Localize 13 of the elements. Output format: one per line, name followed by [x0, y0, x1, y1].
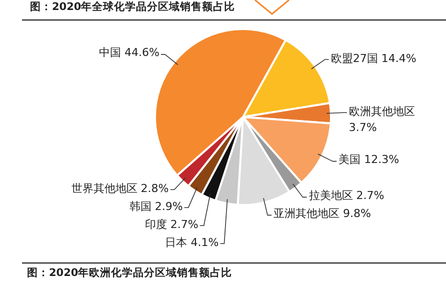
slice-label: 美国 12.3%: [338, 152, 400, 168]
slice-label: 世界其他地区 2.8%: [71, 180, 169, 197]
slice-label: 拉美地区 2.7%: [308, 188, 384, 204]
slice-label: 欧洲其他地区: [348, 104, 415, 118]
slice-label: 日本 4.1%: [165, 234, 219, 251]
slice-label: 韩国 2.9%: [129, 198, 183, 215]
slice-label: 中国 44.6%: [98, 45, 160, 62]
chart-title: 图：2020年全球化学品分区域销售额占比: [30, 0, 236, 15]
slice-label: 欧盟27国 14.4%: [330, 50, 416, 67]
data-label: 3.7%: [348, 121, 377, 134]
text: 图：2020年欧洲化学品分区域销售额占比: [27, 266, 232, 281]
slice-label: 亚洲其他地区 9.8%: [274, 206, 371, 222]
slice-label: 印度 2.7%: [144, 216, 198, 233]
